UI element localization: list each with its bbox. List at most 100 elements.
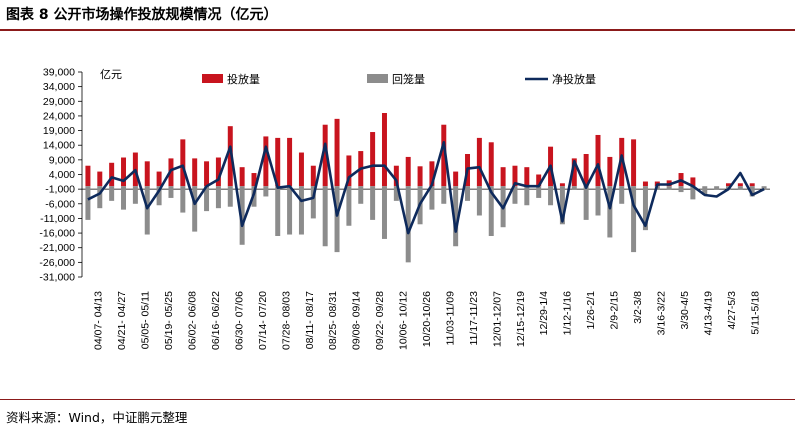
bar-withdrawal <box>737 186 743 190</box>
x-tick-label: 06/02- 06/08 <box>187 291 199 350</box>
bar-withdrawal <box>548 186 554 206</box>
bar-injection <box>737 183 743 187</box>
x-tick-label: 11/17-11/23 <box>468 291 480 346</box>
bar-injection <box>334 118 340 187</box>
bar-injection <box>310 165 316 187</box>
bar-withdrawal <box>761 186 767 190</box>
x-tick-label: 05/19- 05/25 <box>163 291 175 350</box>
x-tick-label: 10/20-10/26 <box>421 291 433 347</box>
x-tick-label: 07/14- 07/20 <box>257 291 269 350</box>
legend-swatch-withdrawal <box>367 74 388 83</box>
bar-injection <box>476 137 482 187</box>
bar-injection <box>524 167 530 187</box>
net-line-group <box>87 141 765 235</box>
bar-injection <box>381 113 387 187</box>
bar-withdrawal <box>666 186 672 190</box>
x-tick-label: 06/16- 06/22 <box>210 291 222 350</box>
bar-withdrawal <box>204 186 210 212</box>
bar-withdrawal <box>97 186 103 209</box>
x-tick-label: 10/06- 10/12 <box>398 291 410 350</box>
bar-withdrawal <box>263 186 269 197</box>
bar-withdrawal <box>239 186 245 245</box>
bar-withdrawal <box>571 186 577 190</box>
bar-injection <box>346 155 352 187</box>
legend-label-net: 净投放量 <box>552 72 596 86</box>
bar-withdrawal <box>678 186 684 193</box>
bar-injection <box>441 124 447 187</box>
x-axis: 04/07- 04/13 04/21- 04/27 05/05- 05/11 05/1… <box>93 291 762 350</box>
bar-withdrawal <box>109 186 115 201</box>
bar-withdrawal <box>322 186 328 247</box>
y-tick-label: 29,000 <box>43 96 75 108</box>
bar-injection <box>239 167 245 187</box>
bar-injection <box>251 173 257 187</box>
y-tick-label: -6,000 <box>45 198 75 210</box>
y-tick-label: -21,000 <box>39 242 75 254</box>
bar-withdrawal <box>595 186 601 216</box>
y-tick-label: -26,000 <box>39 257 75 269</box>
x-tick-label: 4/13-4/19 <box>702 291 714 336</box>
bar-injection <box>500 167 506 187</box>
x-tick-label: 3/2-3/8 <box>632 291 644 324</box>
bar-withdrawal <box>310 186 316 219</box>
x-tick-label: 3/16-3/22 <box>655 291 667 336</box>
bar-withdrawal <box>192 186 198 232</box>
bar-injection <box>287 137 293 187</box>
source-note: 资料来源：Wind，中证鹏元整理 <box>6 410 188 425</box>
bar-withdrawal <box>488 186 494 236</box>
x-tick-label: 07/28- 08/03 <box>280 291 292 350</box>
bar-withdrawal <box>393 186 399 201</box>
bar-injection <box>370 132 376 187</box>
bar-injection <box>263 136 269 187</box>
bar-withdrawal <box>180 186 186 213</box>
bar-withdrawal <box>583 186 589 220</box>
bar-injection <box>298 152 304 187</box>
bar-withdrawal <box>690 186 696 200</box>
y-tick-label: 19,000 <box>43 125 75 137</box>
bar-withdrawal <box>346 186 352 226</box>
x-tick-label: 11/03-11/09 <box>444 291 456 346</box>
bar-withdrawal <box>132 186 138 204</box>
bar-withdrawal <box>121 186 127 210</box>
bar-injection <box>275 137 281 187</box>
bar-injection <box>559 183 565 187</box>
bars-group <box>85 113 767 263</box>
bar-injection <box>322 124 328 187</box>
x-tick-label: 2/9-2/15 <box>609 291 621 330</box>
bar-withdrawal <box>381 186 387 239</box>
bar-withdrawal <box>429 186 435 210</box>
x-tick-label: 5/11-5/18 <box>749 291 761 335</box>
bar-withdrawal <box>168 186 174 198</box>
y-tick-label: 24,000 <box>43 110 75 122</box>
bar-withdrawal <box>405 186 411 263</box>
x-tick-label: 12/01-12/07 <box>491 291 503 347</box>
bar-withdrawal <box>287 186 293 235</box>
x-tick-label: 08/11- 08/17 <box>304 291 316 349</box>
chart-title: 图表 8 公开市场操作投放规模情况（亿元） <box>6 7 278 23</box>
bar-withdrawal <box>476 186 482 216</box>
bar-injection <box>227 126 233 187</box>
bar-withdrawal <box>85 186 91 220</box>
bar-withdrawal <box>619 186 625 204</box>
bar-injection <box>156 171 162 187</box>
bar-withdrawal <box>524 186 530 206</box>
x-tick-label: 12/15-12/19 <box>515 291 527 347</box>
y-tick-label: 4,000 <box>49 169 75 181</box>
bar-withdrawal <box>334 186 340 253</box>
bar-withdrawal <box>642 186 648 231</box>
bar-injection <box>180 139 186 187</box>
bar-withdrawal <box>370 186 376 220</box>
bar-injection <box>583 154 589 187</box>
bar-withdrawal <box>749 186 755 197</box>
bar-withdrawal <box>156 186 162 206</box>
bar-injection <box>607 156 613 187</box>
bar-injection <box>571 158 577 187</box>
bar-injection <box>642 181 648 187</box>
x-tick-label: 3/30-4/5 <box>679 291 691 330</box>
bar-withdrawal <box>275 186 281 236</box>
x-tick-label: 4/27-5/3 <box>726 291 738 330</box>
bar-injection <box>109 162 115 187</box>
legend-label-injection: 投放量 <box>227 72 260 86</box>
bar-injection <box>204 161 210 187</box>
bar-withdrawal <box>512 186 518 204</box>
